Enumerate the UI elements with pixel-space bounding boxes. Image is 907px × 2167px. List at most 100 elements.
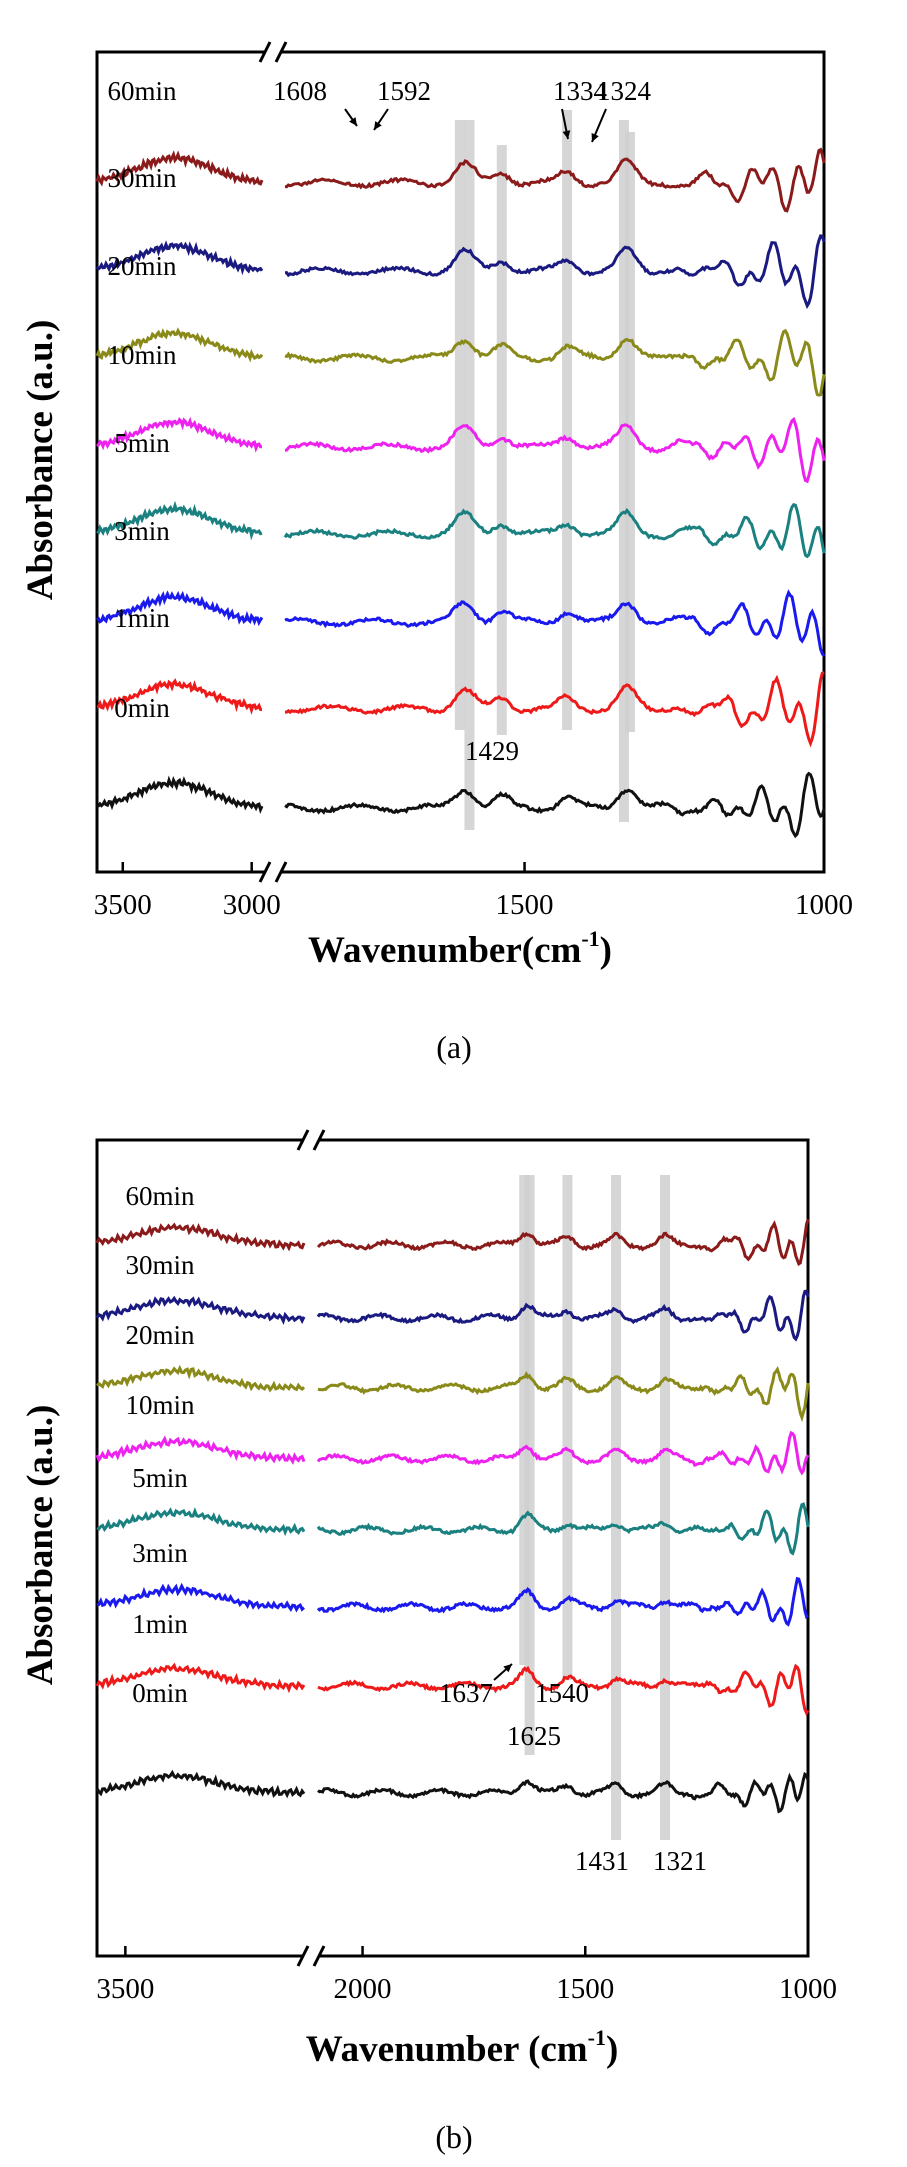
panel-caption: (b) (435, 2119, 472, 2155)
peak-arrow-head (562, 130, 571, 139)
plot-frame (95, 50, 826, 874)
x-axis-title: Wavenumber(cm-1) (308, 926, 612, 971)
highlight-band (454, 120, 465, 730)
axis-break-mark (296, 1129, 310, 1151)
series-line-1min (317, 1663, 810, 1717)
axis-break-mark (274, 41, 288, 63)
series-line-5min (96, 1507, 306, 1537)
x-tick-label: 1500 (556, 1973, 614, 2005)
series-label: 60min (125, 1181, 195, 1211)
peak-label: 1429 (465, 736, 519, 766)
peak-label: 1431 (575, 1846, 629, 1876)
series-label: 0min (132, 1678, 188, 1708)
peak-arrow-head (374, 121, 382, 130)
axis-break-mark (258, 41, 272, 63)
series-label: 10min (125, 1390, 195, 1420)
series-line-30min (316, 1289, 810, 1342)
series-label: 10min (107, 340, 177, 370)
series-line-20min (284, 328, 826, 397)
series-label: 30min (107, 163, 177, 193)
highlight-band (611, 1175, 622, 1840)
series-line-20min (95, 327, 264, 363)
series-line-20min (317, 1366, 810, 1423)
axis-break-mark (296, 1945, 310, 1967)
series-label: 0min (114, 693, 170, 723)
peak-label: 1334 (553, 76, 608, 106)
series-line-10min (284, 416, 826, 484)
series-line-0min (317, 1771, 810, 1814)
axis-break-mark (312, 1129, 326, 1151)
series-label: 3min (132, 1538, 188, 1568)
plot-frame (95, 1138, 810, 1958)
x-tick-label: 1000 (795, 889, 853, 921)
series-line-1min (284, 671, 825, 748)
axis-break-mark (312, 1945, 326, 1967)
panel-b-chart: 60min 30min 20min 10min 5min 3min 1min 0min 3500… (20, 1129, 837, 2155)
series-line-3min (96, 1582, 305, 1613)
x-tick-label: 1500 (496, 889, 554, 921)
y-axis-title: Absorbance (a.u.) (20, 320, 61, 601)
peak-arrow-head (591, 133, 599, 142)
highlight-band (660, 1175, 671, 1840)
peak-label: 1321 (653, 1846, 707, 1876)
series-line-10min (316, 1430, 810, 1476)
panel-caption: (a) (436, 1029, 472, 1065)
peak-arrow-head (503, 1664, 512, 1673)
highlight-band (519, 1175, 530, 1665)
series-line-3min (96, 590, 264, 627)
series-line-1min (95, 1662, 306, 1694)
series-line-5min (283, 502, 826, 559)
highlight-band (562, 110, 573, 730)
series-label: 30min (125, 1250, 195, 1280)
x-axis-title: Wavenumber (cm-1) (306, 2025, 619, 2070)
series-label: 5min (114, 428, 170, 458)
series-line-60min (95, 1222, 306, 1252)
series-label: 3min (114, 516, 170, 546)
series-line-60min (284, 147, 826, 213)
series-line-10min (96, 416, 262, 453)
axis-break-mark (274, 861, 288, 883)
series-line-30min (95, 1295, 306, 1326)
x-tick-label: 1000 (779, 1973, 837, 2005)
highlight-band (524, 1175, 535, 1755)
series-line-5min (96, 500, 263, 541)
series-label: 5min (132, 1463, 188, 1493)
series-label: 20min (125, 1320, 195, 1350)
peak-label: 1592 (377, 76, 431, 106)
series-line-60min (95, 150, 264, 187)
peak-arrow-head (349, 117, 357, 126)
series-line-10min (95, 1435, 306, 1465)
series-line-0min (284, 771, 826, 839)
x-tick-label: 3000 (223, 889, 281, 921)
panel-a-chart: 60min 30min 20min 10min 5min 3min 1min 0min 3500… (20, 41, 853, 1065)
series-label: 20min (107, 251, 177, 281)
series-line-3min (316, 1576, 809, 1627)
series-line-5min (316, 1502, 810, 1556)
series-line-0min (96, 775, 264, 815)
peak-label: 1540 (535, 1678, 589, 1708)
axis-break-mark (258, 861, 272, 883)
series-label: 1min (132, 1609, 188, 1639)
peak-label: 1637 (439, 1678, 493, 1708)
peak-label: 1608 (273, 76, 327, 106)
highlight-band (562, 1175, 573, 1680)
series-line-0min (95, 1769, 306, 1799)
series-line-60min (316, 1218, 810, 1267)
highlight-band (464, 120, 475, 830)
highlight-band (618, 120, 629, 822)
series-label: 1min (114, 603, 170, 633)
series-line-30min (95, 240, 264, 276)
series-line-1min (96, 678, 263, 715)
peak-label: 1625 (507, 1721, 561, 1751)
x-tick-label: 2000 (334, 1973, 392, 2005)
x-tick-label: 3500 (96, 1973, 154, 2005)
series-line-30min (284, 234, 826, 310)
series-line-20min (95, 1364, 306, 1393)
series-label: 60min (107, 76, 177, 106)
x-tick-label: 3500 (94, 889, 152, 921)
highlight-band (624, 132, 635, 732)
y-axis-title: Absorbance (a.u.) (20, 1405, 61, 1686)
peak-label: 1324 (597, 76, 652, 106)
series-line-3min (284, 589, 826, 658)
